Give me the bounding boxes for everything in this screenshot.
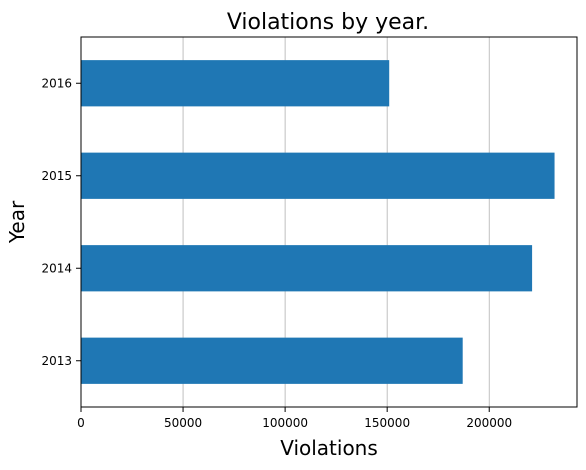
plot-frame: [80, 36, 578, 408]
bar-2015: [81, 152, 555, 199]
y-tick-label: 2014: [41, 261, 72, 275]
bar-2014: [81, 245, 533, 292]
y-tick-label: 2016: [41, 76, 72, 90]
x-tick-label: 150000: [364, 416, 410, 430]
y-tick-label: 2013: [41, 354, 72, 368]
x-axis-label: Violations: [280, 436, 378, 460]
bar-2013: [81, 337, 463, 384]
x-tick-label: 200000: [466, 416, 512, 430]
x-tick-label: 100000: [262, 416, 308, 430]
y-tick-label: 2015: [41, 169, 72, 183]
y-ticks: 2013 2014 2015 2016: [41, 76, 81, 368]
x-tick-label: 50000: [164, 416, 202, 430]
x-ticks: 0 50000 100000 150000 200000: [77, 407, 512, 430]
y-axis-label: Year: [5, 200, 29, 244]
x-tick-label: 0: [77, 416, 85, 430]
bar-2016: [81, 60, 390, 107]
chart-title: Violations by year.: [227, 10, 429, 35]
bars: [81, 60, 555, 384]
